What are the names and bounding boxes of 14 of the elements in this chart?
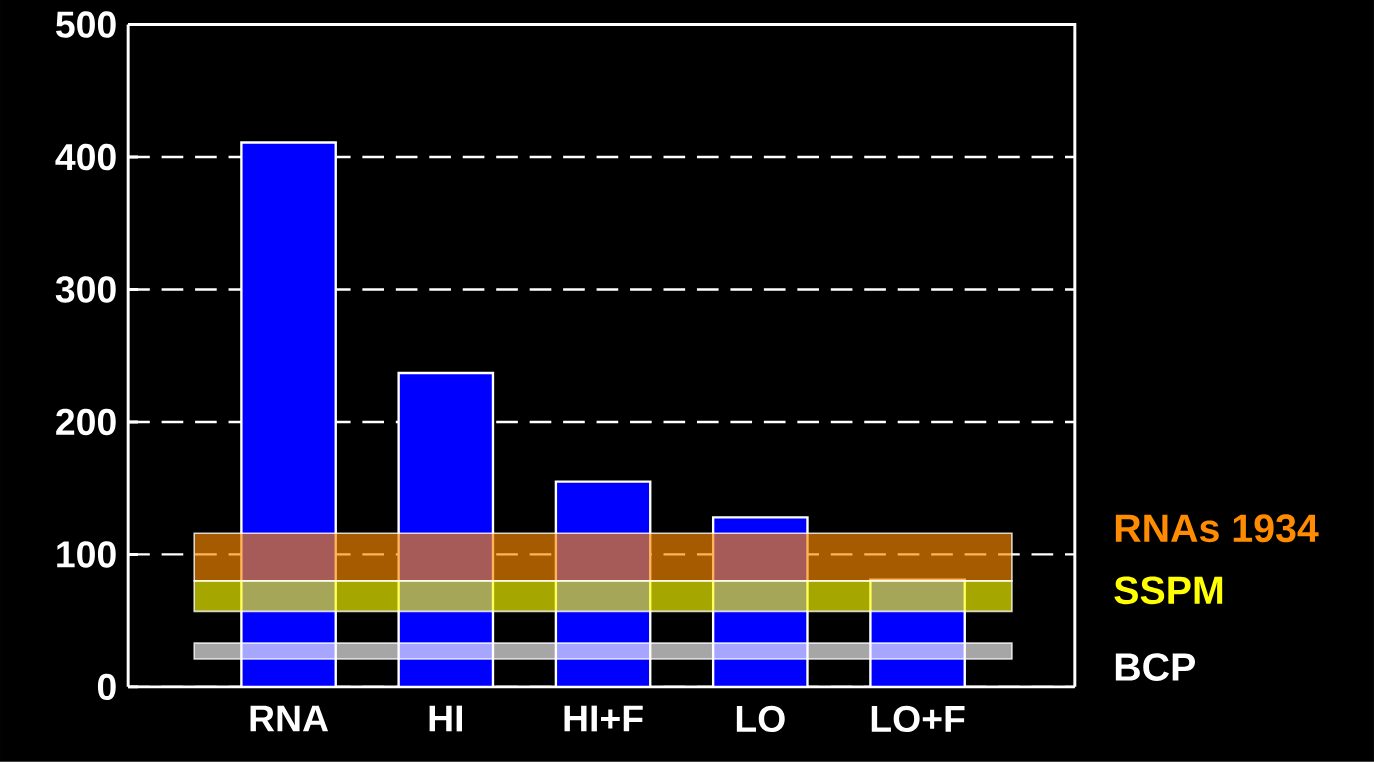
x-tick-label: HI+F (564, 705, 643, 732)
y-tick-label: 300 (55, 276, 116, 303)
x-tick-label: LO (736, 705, 785, 733)
x-tick-label: LO+F (871, 705, 965, 733)
x-tick-label: RNA (250, 705, 329, 732)
x-tick-label: HI (429, 705, 462, 732)
band-label: SSPM (1114, 576, 1223, 605)
band-label: RNAs 1934 (1115, 514, 1319, 543)
y-tick-label: 0 (97, 673, 116, 701)
y-tick-label: 500 (56, 11, 116, 39)
y-tick-label: 100 (57, 541, 116, 568)
band-label: BCP (1115, 653, 1195, 682)
y-tick-label: 400 (55, 143, 116, 171)
y-tick-label: 200 (56, 408, 116, 436)
